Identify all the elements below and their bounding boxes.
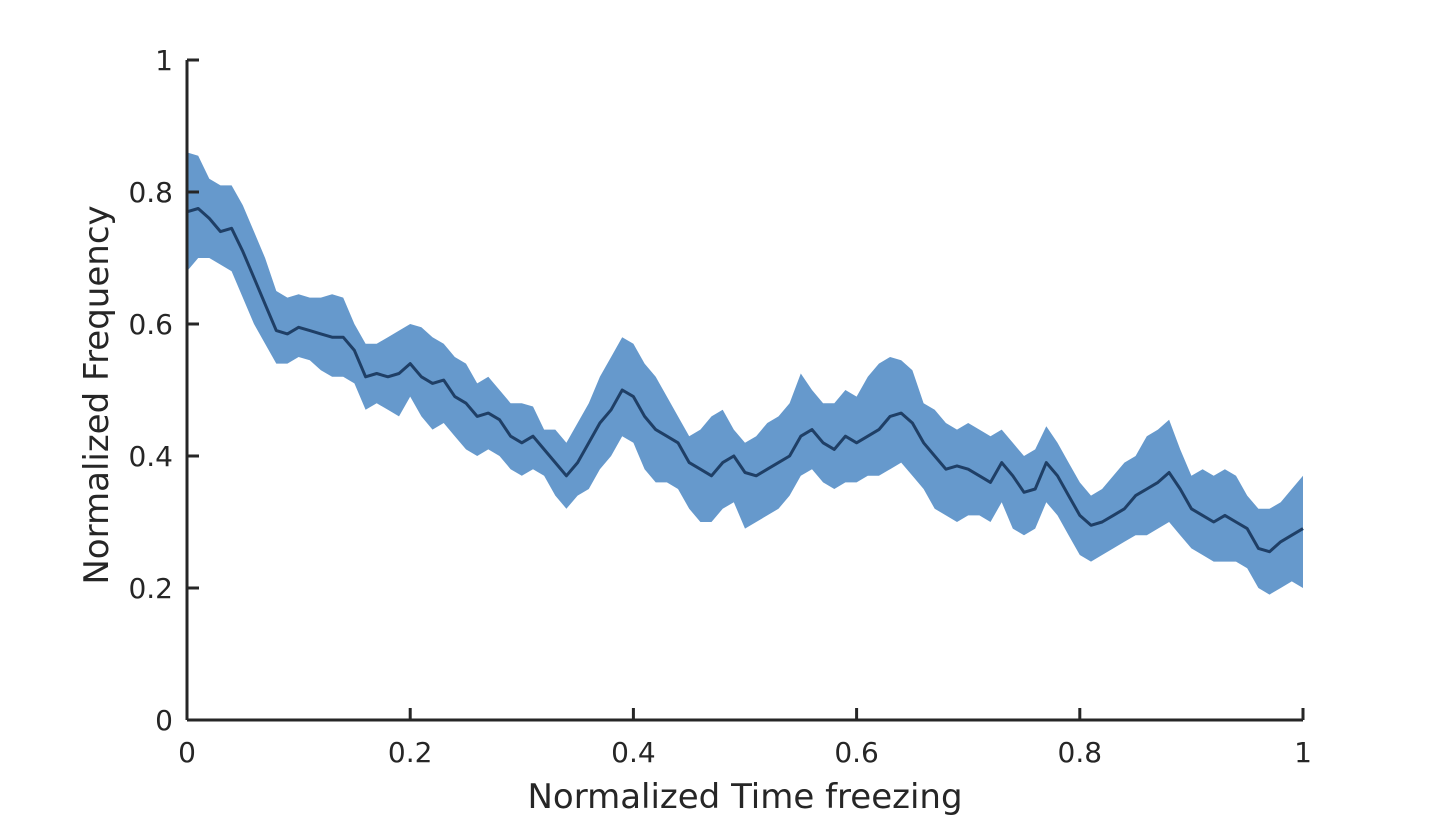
y-axis-label: Normalized Frequency bbox=[77, 205, 117, 584]
mean-line bbox=[186, 207, 1304, 554]
plot-area bbox=[186, 152, 1304, 595]
x-tick-label: 0 bbox=[178, 736, 196, 769]
x-ticks: 0 0.2 0.4 0.6 0.8 1 bbox=[178, 708, 1312, 769]
y-tick-label: 0 bbox=[155, 704, 173, 737]
x-tick-label: 0.8 bbox=[1058, 736, 1103, 769]
y-tick-label: 0.2 bbox=[128, 572, 173, 605]
axes: 0 0.2 0.4 0.6 0.8 1 0 0.2 0.4 0.6 0.8 1 bbox=[128, 44, 1311, 769]
y-tick-label: 0.4 bbox=[128, 440, 173, 473]
y-tick-label: 1 bbox=[155, 44, 173, 77]
x-tick-label: 0.2 bbox=[388, 736, 433, 769]
confidence-band bbox=[187, 152, 1303, 595]
x-tick-label: 0.6 bbox=[834, 736, 879, 769]
x-tick-label: 0.4 bbox=[611, 736, 656, 769]
y-ticks: 0 0.2 0.4 0.6 0.8 1 bbox=[128, 44, 199, 737]
y-tick-label: 0.6 bbox=[128, 308, 173, 341]
x-tick-label: 1 bbox=[1294, 736, 1312, 769]
x-axis-label: Normalized Time freezing bbox=[527, 777, 962, 817]
y-tick-label: 0.8 bbox=[128, 176, 173, 209]
